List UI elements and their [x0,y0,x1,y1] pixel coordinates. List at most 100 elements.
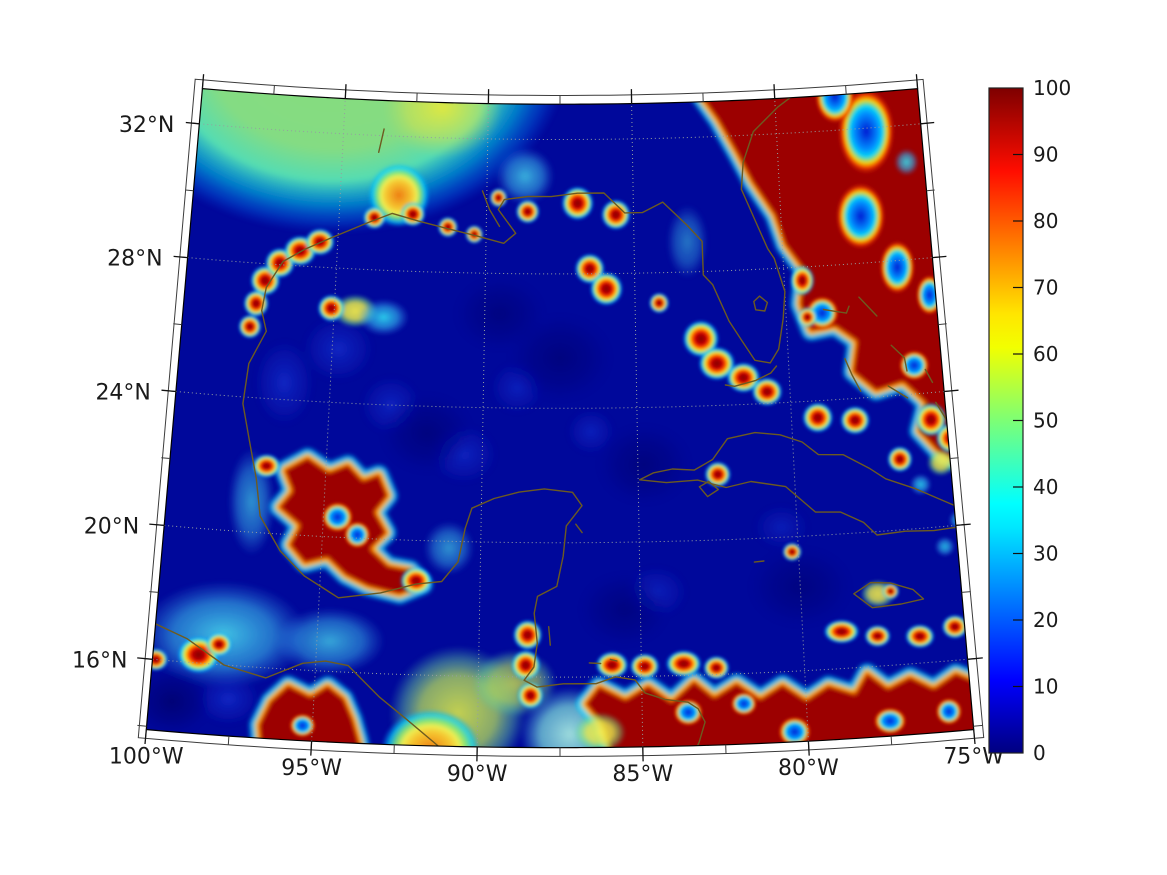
heat-blob-hole [778,716,812,747]
coastline-cozumel [575,523,583,534]
heat-blob-hot [515,199,540,224]
frame-tick [344,84,347,99]
heat-blob-hot [489,188,508,208]
heat-hotspots [146,88,969,748]
heat-blob-hole [673,698,704,726]
heat-blob-hot [782,542,802,562]
heat-blob-hot [905,624,935,649]
heat-blob-hot [649,292,669,314]
frame-tick [967,657,983,660]
heat-blob-hole [935,698,963,725]
heat-fields [146,88,852,748]
gridline-lat [199,123,921,140]
coastline-mississippi-river [481,190,501,228]
heat-blob-hole [321,501,354,533]
gridline-lon [311,98,346,742]
lon-tick-label: 85°W [612,762,673,787]
lat-tick-label: 32°N [119,113,174,138]
colorbar-tick-label: 30 [1033,542,1058,566]
heat-blob-hole [814,88,856,124]
heat-blob-hot [802,402,834,433]
colorbar-tick-label: 20 [1033,608,1058,632]
coastline-toledo-bend [378,128,385,153]
heat-blob-hole [898,350,930,381]
coastline-us-gulf-atlantic-coast [261,91,798,364]
heat-blob-hole [730,691,758,716]
heat-blob-cyan [909,473,932,496]
colorbar-tick-label: 10 [1033,675,1058,699]
heat-blob-ltblue [752,503,810,551]
heat-blob-hole [835,182,886,250]
frame-tick [137,724,147,727]
coastline-grand-bahama [822,305,850,314]
heat-blob-hot [864,625,891,647]
heat-blob-cyanfield [423,521,475,575]
heat-blob-hot [698,346,736,381]
coastline-isla-juventud [698,480,719,498]
heat-blob-hot [941,614,968,639]
heat-blob-hot [511,650,541,681]
heat-blob-hot [823,619,860,644]
frame-tick [161,389,176,393]
map-frame [137,74,985,762]
axis-labels: 100°W 95°W 90°W 85°W 80°W 75°W16°N20°N24°N28°… [72,113,1004,787]
heat-blob-cyanfield [666,204,708,279]
frame-tick [944,389,959,393]
heat-blob-hot [400,202,426,227]
heat-blob-hot [363,206,386,229]
heat-blob-hot [561,186,594,221]
heat-blob-hot [797,307,818,328]
heat-blob-hot [513,619,543,651]
frame-tick [149,523,165,527]
coastline-guanaja [609,658,618,662]
frame-tick [973,724,983,727]
heat-blob-cyan [894,148,919,176]
coastline-lake-okeechobee [753,295,769,312]
heat-blob-hot [703,656,730,680]
frame-tick [890,736,893,745]
coastline-cat-island [924,368,934,384]
heat-blob-hot [840,406,870,435]
coastline-exuma [887,385,909,399]
colorbar-tick-label: 40 [1033,475,1058,499]
lon-tick-label: 95°W [281,756,342,781]
frame-tick [920,121,935,125]
coastline-grand-cayman [753,560,765,563]
frame-outer-line [137,78,985,757]
frame-tick [149,591,159,593]
heat-blob-hot [726,362,761,393]
heat-blob-cyanfield [495,147,555,205]
heat-blob-navy [597,424,691,505]
heat-blob-hot [317,294,345,322]
heat-blob-hole [289,713,316,738]
heat-blob-hot [465,225,484,244]
heat-blob-navy [380,392,474,474]
colorbar-tick-label: 0 [1033,741,1046,765]
colorbar-tick-label: 80 [1033,209,1058,233]
frame-tick [173,323,182,326]
heat-blob-navy [454,276,545,351]
frame-tick [273,85,275,95]
frame-tick [227,736,230,745]
lat-tick-label: 20°N [84,514,139,539]
heat-blob-orange [381,709,481,748]
heat-blob-ltblue [195,672,262,726]
frame-tick [173,255,188,259]
colorbar-tick-label: 60 [1033,342,1058,366]
heat-blob-hot [882,583,899,600]
lon-tick-label: 100°W [109,745,184,770]
colorbar: 0 10 20 30 40 50 60 70 80 90 100 [988,76,1071,765]
frame-tick [955,523,971,527]
frame-tick [310,741,313,756]
frame-tick [926,189,935,192]
frame-tick [938,323,947,326]
coastline-pacific-coast [146,617,452,748]
heat-blob-hot [704,461,731,488]
heat-blob-yellowpatch [382,88,503,158]
coastline-eleuthera [890,344,908,372]
frame-tick [137,657,153,660]
graticule-layer [152,98,968,747]
colorbar-tick-label: 90 [1033,143,1058,167]
heatmap-layer [146,88,974,748]
frame-tick [845,85,847,95]
